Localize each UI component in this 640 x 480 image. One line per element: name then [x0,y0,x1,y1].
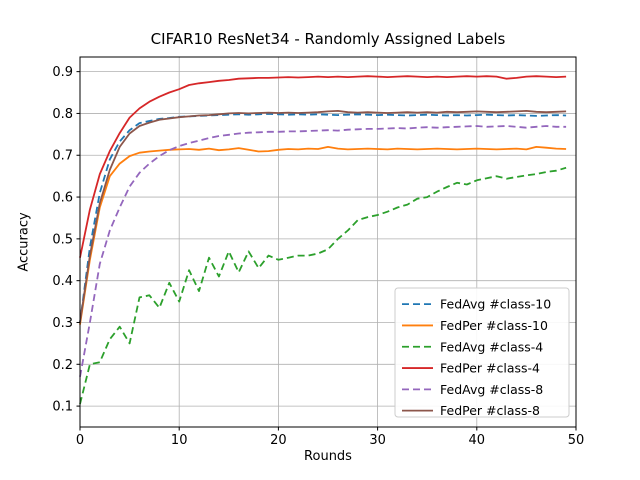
x-tick-label: 30 [369,433,386,448]
legend-entry: FedAvg #class-4 [402,339,543,354]
legend-label: FedPer #class-10 [440,318,548,333]
x-tick-label: 0 [76,433,84,448]
axes-spines [79,56,577,428]
y-tick-label: 0.2 [52,358,73,373]
x-axis-label: Rounds [304,449,352,464]
y-tick-label: 0.8 [52,107,73,122]
tick-labels: 0 10 20 30 40 50 0.1 0.2 0.3 0.4 0.5 0.6 0.7 0.8 0.9 [52,65,584,448]
y-tick-label: 0.3 [52,316,73,331]
y-tick-label: 0.4 [52,274,73,289]
legend: FedAvg #class-10 FedPer #class-10 FedAvg #… [394,287,570,418]
legend-label: FedAvg #class-8 [440,382,543,397]
legend-entry: FedAvg #class-8 [402,382,543,397]
y-tick-label: 0.6 [52,191,73,206]
legend-label: FedPer #class-4 [440,361,540,376]
y-tick-label: 0.1 [52,400,73,415]
legend-label: FedAvg #class-10 [440,297,551,312]
chart-title: CIFAR10 ResNet34 - Randomly Assigned Lab… [150,30,506,48]
series-line-fedper-class-8 [79,110,567,323]
series-line-fedper-class-4 [79,75,567,258]
x-tick-label: 40 [469,433,486,448]
series-line-fedavg-class-8 [79,125,567,377]
series-line-fedavg-class-4 [79,166,567,405]
y-tick-label: 0.7 [52,149,73,164]
legend-entry: FedPer #class-10 [402,318,548,333]
y-tick-label: 0.9 [52,65,73,80]
x-tick-label: 10 [171,433,188,448]
legend-entry: FedPer #class-8 [402,403,540,418]
legend-box [394,287,570,418]
legend-label: FedPer #class-8 [440,403,540,418]
y-tick-label: 0.5 [52,232,73,247]
x-tick-label: 20 [270,433,287,448]
legend-entry: FedPer #class-4 [402,361,540,376]
series-line-fedper-class-10 [79,146,567,325]
y-axis-label: Accuracy [16,212,32,272]
tick-marks [76,71,577,431]
legend-entry: FedAvg #class-10 [402,297,551,312]
x-tick-label: 50 [568,433,585,448]
legend-label: FedAvg #class-4 [440,339,543,354]
